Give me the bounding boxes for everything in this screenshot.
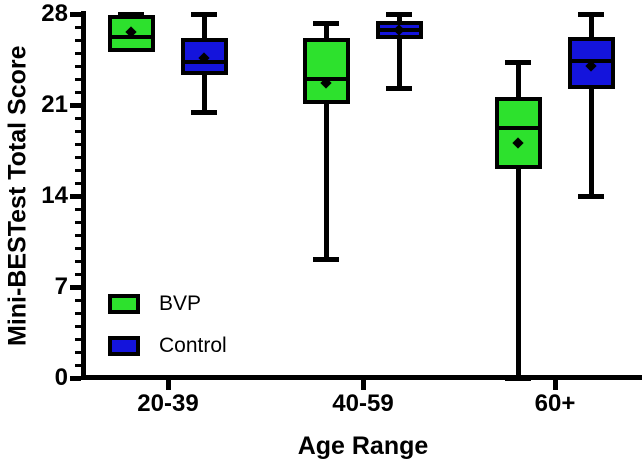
legend-label: Control (159, 334, 227, 357)
box-whisker-cap (313, 20, 339, 26)
x-axis-title: Age Range (297, 432, 429, 460)
y-minor-tick (75, 142, 81, 146)
y-minor-tick (75, 181, 81, 185)
y-minor-tick (75, 90, 81, 94)
y-minor-tick (75, 51, 81, 55)
box-whisker (588, 14, 594, 196)
y-minor-tick (75, 259, 81, 263)
y-minor-tick (75, 298, 81, 302)
legend-item: Control (108, 335, 227, 356)
y-minor-tick (75, 246, 81, 250)
box-whisker-cap (191, 110, 217, 116)
y-minor-tick (75, 155, 81, 159)
box-whisker (323, 23, 329, 260)
x-tick-label: 60+ (534, 390, 576, 417)
y-tick-label: 0 (54, 364, 68, 391)
y-minor-tick (75, 64, 81, 68)
box-median-line (497, 126, 539, 131)
y-minor-tick (75, 129, 81, 133)
box-whisker (396, 14, 402, 89)
x-tick-label: 20-39 (137, 390, 199, 417)
y-minor-tick (75, 350, 81, 354)
y-minor-tick (75, 116, 81, 120)
x-tick (360, 380, 366, 390)
x-tick (552, 380, 558, 390)
legend-item: BVP (108, 293, 227, 314)
y-minor-tick (75, 77, 81, 81)
y-minor-tick (75, 324, 81, 328)
y-minor-tick (75, 207, 81, 211)
y-tick-label: 14 (41, 182, 68, 209)
y-minor-tick (75, 311, 81, 315)
y-minor-tick (75, 168, 81, 172)
y-minor-tick (75, 220, 81, 224)
y-major-tick (70, 284, 81, 290)
y-tick-label: 28 (41, 0, 68, 27)
box-whisker (515, 62, 521, 378)
box-whisker-cap (191, 11, 217, 17)
y-axis-line (81, 11, 86, 380)
x-tick-label: 40-59 (332, 390, 394, 417)
legend-swatch-bvp (108, 293, 140, 314)
box-bvp-60+ (494, 96, 542, 170)
y-minor-tick (75, 272, 81, 276)
y-major-tick (70, 193, 81, 199)
box-whisker-cap (386, 11, 412, 17)
legend: BVP Control (108, 293, 227, 356)
x-tick (165, 380, 171, 390)
box-whisker-cap (578, 11, 604, 17)
x-axis-line (81, 375, 642, 380)
box-whisker-cap (505, 59, 531, 65)
y-major-tick (70, 11, 81, 17)
y-major-tick (70, 102, 81, 108)
y-minor-tick (75, 363, 81, 367)
box-bvp-40-59 (302, 38, 350, 105)
y-minor-tick (75, 38, 81, 42)
box-whisker-cap (313, 257, 339, 263)
box-whisker-cap (505, 375, 531, 381)
y-tick-label: 21 (41, 91, 68, 118)
y-major-tick (70, 375, 81, 381)
y-minor-tick (75, 337, 81, 341)
legend-swatch-control (108, 335, 140, 356)
box-whisker-cap (578, 193, 604, 199)
y-minor-tick (75, 233, 81, 237)
box-whisker-cap (386, 85, 412, 91)
y-tick-label: 7 (54, 273, 68, 300)
box-whisker-cap (118, 11, 144, 17)
y-minor-tick (75, 25, 81, 29)
legend-label: BVP (159, 292, 202, 315)
